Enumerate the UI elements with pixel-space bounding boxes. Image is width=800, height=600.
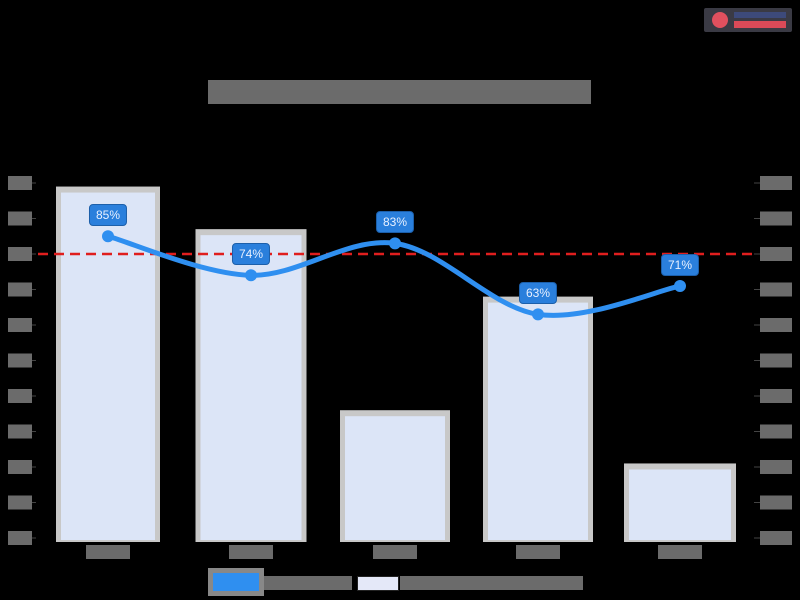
left-axis-tick-label xyxy=(8,353,32,368)
logo-icon xyxy=(712,12,728,28)
left-axis-tick-label xyxy=(8,424,32,439)
right-axis-tick-label xyxy=(760,282,792,297)
right-axis-tick-label xyxy=(760,318,792,332)
left-axis-tick-label xyxy=(8,495,32,510)
bar[interactable] xyxy=(629,469,731,540)
bar[interactable] xyxy=(61,192,155,541)
data-label: 85% xyxy=(88,204,128,227)
left-axis-tick-label xyxy=(8,247,32,261)
bar[interactable] xyxy=(345,416,445,540)
line-point[interactable] xyxy=(245,269,257,282)
right-axis-tick-label xyxy=(760,176,792,190)
left-axis-tick-label xyxy=(8,282,32,297)
right-axis-tick-label xyxy=(760,211,792,226)
right-axis-tick-label xyxy=(760,247,792,261)
legend-label-line xyxy=(264,576,352,590)
brand-logo xyxy=(704,8,792,32)
line-point[interactable] xyxy=(389,237,401,250)
right-axis-tick-label xyxy=(760,389,792,403)
bar[interactable] xyxy=(488,302,588,540)
data-label: 71% xyxy=(660,253,700,276)
x-axis-category-label xyxy=(516,545,560,559)
logo-text-top xyxy=(734,12,786,18)
data-label: 74% xyxy=(231,243,271,266)
line-point[interactable] xyxy=(102,230,114,243)
bar[interactable] xyxy=(200,235,302,540)
line-point[interactable] xyxy=(532,308,544,321)
left-axis-tick-label xyxy=(8,531,32,545)
data-label: 83% xyxy=(375,211,415,234)
right-axis-tick-label xyxy=(760,460,792,474)
left-axis-tick-label xyxy=(8,176,32,190)
chart-title xyxy=(208,80,591,104)
data-label: 63% xyxy=(518,282,558,305)
right-axis-tick-label xyxy=(760,353,792,368)
left-axis-tick-label xyxy=(8,211,32,226)
right-axis-tick-label xyxy=(760,495,792,510)
logo-text-bottom xyxy=(734,21,786,28)
x-axis-category-label xyxy=(373,545,417,559)
legend-label-bar xyxy=(400,576,583,590)
right-axis-tick-label xyxy=(760,531,792,545)
x-axis-category-label xyxy=(658,545,702,559)
left-axis-tick-label xyxy=(8,460,32,474)
right-axis-tick-label xyxy=(760,424,792,439)
legend-swatch-bar[interactable] xyxy=(357,576,399,591)
left-axis-tick-label xyxy=(8,389,32,403)
x-axis-category-label xyxy=(229,545,273,559)
legend-swatch-line[interactable] xyxy=(208,568,264,596)
left-axis-tick-label xyxy=(8,318,32,332)
line-point[interactable] xyxy=(674,279,686,292)
x-axis-category-label xyxy=(86,545,130,559)
